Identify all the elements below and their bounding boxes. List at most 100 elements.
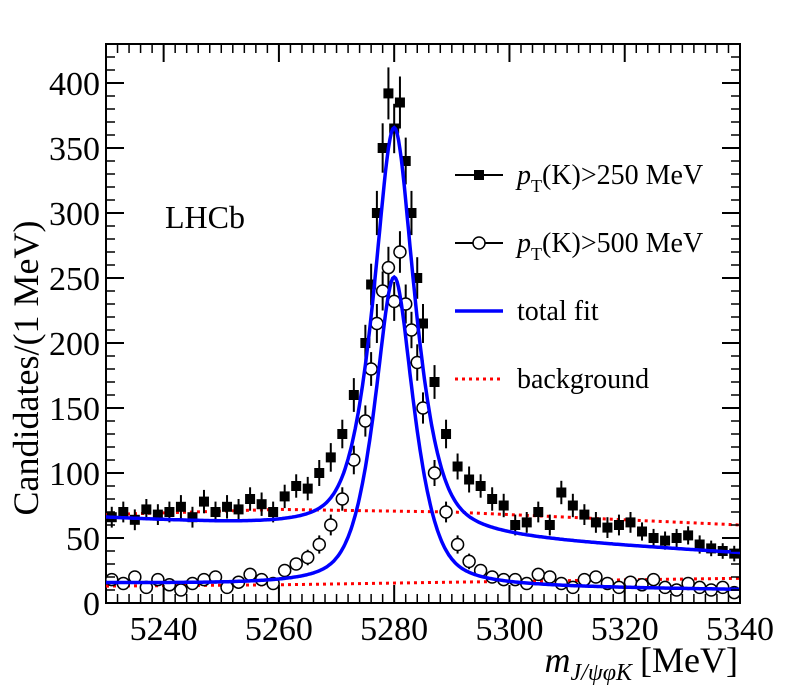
circle-marker xyxy=(646,572,661,587)
square-marker xyxy=(590,517,601,528)
x-axis-var: m xyxy=(545,640,571,680)
square-marker xyxy=(325,452,336,463)
square-marker xyxy=(694,539,705,550)
square-marker xyxy=(198,496,209,507)
data-point-square xyxy=(383,67,394,120)
x-tick-label: 5300 xyxy=(475,611,543,648)
square-marker xyxy=(406,208,417,218)
square-marker xyxy=(602,522,613,533)
square-marker xyxy=(498,500,509,511)
square-marker xyxy=(521,517,532,528)
square-marker xyxy=(475,481,486,491)
square-marker xyxy=(556,487,567,498)
data-point-square xyxy=(625,512,636,533)
data-point-circle xyxy=(450,535,465,554)
data-point-square xyxy=(556,480,567,505)
data-point-square xyxy=(279,484,290,509)
plot-frame xyxy=(105,43,741,604)
circle-marker xyxy=(427,466,442,480)
circle-marker xyxy=(289,557,303,571)
data-point-square xyxy=(400,137,411,185)
circle-marker xyxy=(174,583,188,597)
x-axis-sub: J/ψφK xyxy=(571,660,635,686)
square-marker xyxy=(279,491,290,502)
square-marker xyxy=(210,507,221,517)
square-marker xyxy=(268,507,279,517)
legend-label: background xyxy=(517,364,649,395)
square-marker xyxy=(141,504,152,515)
square-marker xyxy=(291,481,302,491)
square-marker xyxy=(152,509,163,520)
square-marker xyxy=(510,520,521,530)
data-point-circle xyxy=(646,572,661,587)
square-marker xyxy=(429,377,440,387)
square-marker xyxy=(175,501,186,512)
data-point-square xyxy=(377,123,388,173)
data-point-circle xyxy=(462,553,476,570)
square-marker xyxy=(233,504,244,515)
data-point-square xyxy=(533,501,544,523)
legend-entry-pt250: pT(K)>250 MeV xyxy=(455,160,703,196)
circle-marker xyxy=(381,260,396,275)
circle-marker xyxy=(393,245,407,259)
data-point-square xyxy=(314,460,325,486)
square-marker xyxy=(314,468,325,478)
data-point-square xyxy=(452,453,463,480)
data-point-circle xyxy=(543,570,557,584)
fit-curve xyxy=(106,125,740,555)
x-axis-unit: [MeV] xyxy=(640,640,738,680)
legend-entry-fit: total fit xyxy=(455,296,599,327)
circle-marker xyxy=(324,518,338,532)
data-point-circle xyxy=(312,535,327,554)
data-point-square xyxy=(175,495,186,519)
square-marker xyxy=(371,208,382,218)
data-point-square xyxy=(412,257,423,299)
data-point-square xyxy=(579,504,590,525)
data-point-square xyxy=(348,378,359,412)
square-marker xyxy=(464,474,475,485)
legend: pT(K)>250 MeV pT(K)>500 MeV total fit backg… xyxy=(455,160,703,395)
data-point-circle xyxy=(439,501,453,523)
square-marker xyxy=(533,507,544,517)
circle-marker xyxy=(462,554,476,569)
data-point-square xyxy=(429,365,440,399)
y-tick-label: 50 xyxy=(66,521,100,558)
legend-label: pT(K)>250 MeV xyxy=(515,160,703,196)
x-tick-label: 5260 xyxy=(245,611,313,648)
data-point-square xyxy=(498,493,509,518)
data-point-circle xyxy=(289,557,303,571)
square-marker xyxy=(441,429,452,439)
square-marker xyxy=(118,507,129,517)
circle-marker xyxy=(439,505,453,519)
data-point-circle xyxy=(381,246,396,289)
data-point-square xyxy=(394,76,405,129)
square-marker xyxy=(348,390,359,400)
square-marker xyxy=(337,429,348,439)
square-marker xyxy=(383,88,394,99)
legend-entry-pt500: pT(K)>500 MeV xyxy=(455,228,703,264)
data-point-square xyxy=(521,512,532,533)
data-point-square xyxy=(256,492,267,516)
x-tick-label: 5340 xyxy=(706,611,774,648)
circle-marker xyxy=(589,570,603,584)
circle-marker xyxy=(358,414,373,428)
plot-frame-rect xyxy=(105,43,741,604)
circle-marker xyxy=(243,567,257,582)
legend-entry-bkg: background xyxy=(455,364,649,395)
data-point-square xyxy=(567,493,578,518)
square-marker xyxy=(625,517,636,528)
data-point-square xyxy=(441,419,452,449)
square-marker xyxy=(613,520,624,530)
data-point-circle xyxy=(174,583,188,597)
square-marker xyxy=(637,526,648,537)
circle-marker xyxy=(404,323,419,337)
background-curve xyxy=(105,507,741,527)
square-marker xyxy=(164,507,175,517)
data-point-square xyxy=(683,526,694,545)
data-point-circle xyxy=(335,487,350,511)
data-point-square xyxy=(418,304,428,343)
y-tick-label: 400 xyxy=(49,66,100,103)
data-point-circle xyxy=(300,549,315,566)
y-tick-label: 150 xyxy=(49,391,100,428)
